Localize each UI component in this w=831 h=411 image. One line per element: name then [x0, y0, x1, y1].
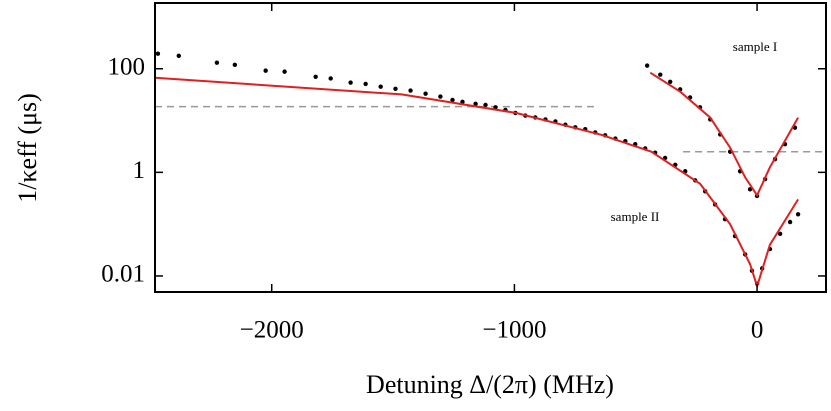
- data-point: [668, 79, 673, 85]
- y-tick-label: 1: [133, 157, 146, 184]
- x-tick-label: −2000: [240, 317, 304, 344]
- data-point: [176, 53, 181, 58]
- data-point: [423, 91, 428, 96]
- data-point: [378, 84, 383, 89]
- x-axis-label: Detuning Δ/(2π) (MHz): [366, 370, 614, 399]
- y-tick-label: 0.01: [101, 261, 145, 288]
- annotation: sample I: [733, 39, 777, 54]
- fit-line: [649, 71, 799, 198]
- data-point: [438, 94, 443, 99]
- data-point: [363, 81, 368, 87]
- data-point: [483, 102, 488, 108]
- annotation: sample II: [611, 209, 660, 224]
- x-tick-label: 0: [751, 317, 764, 344]
- data-point: [658, 72, 663, 77]
- data-point: [473, 101, 478, 107]
- data-point: [348, 80, 353, 85]
- data-point: [263, 68, 268, 73]
- data-point: [795, 212, 801, 217]
- fit-line: [154, 76, 799, 290]
- data-point: [450, 97, 455, 103]
- data-point: [777, 231, 783, 237]
- data-point: [393, 86, 398, 92]
- data-point: [155, 51, 161, 56]
- data-point: [232, 62, 238, 68]
- data-point: [787, 219, 793, 225]
- x-tick-label: −1000: [482, 317, 546, 344]
- data-point: [282, 69, 287, 74]
- data-point: [328, 76, 333, 81]
- y-tick-label: 100: [108, 53, 146, 80]
- data-point: [747, 187, 753, 192]
- plot-frame: [154, 2, 827, 293]
- data-point: [408, 88, 413, 93]
- data-point: [214, 60, 220, 65]
- data-point: [313, 74, 318, 79]
- data-point: [644, 63, 650, 68]
- y-axis-label: 1/κeff (μs): [13, 93, 42, 203]
- data-point: [460, 99, 465, 105]
